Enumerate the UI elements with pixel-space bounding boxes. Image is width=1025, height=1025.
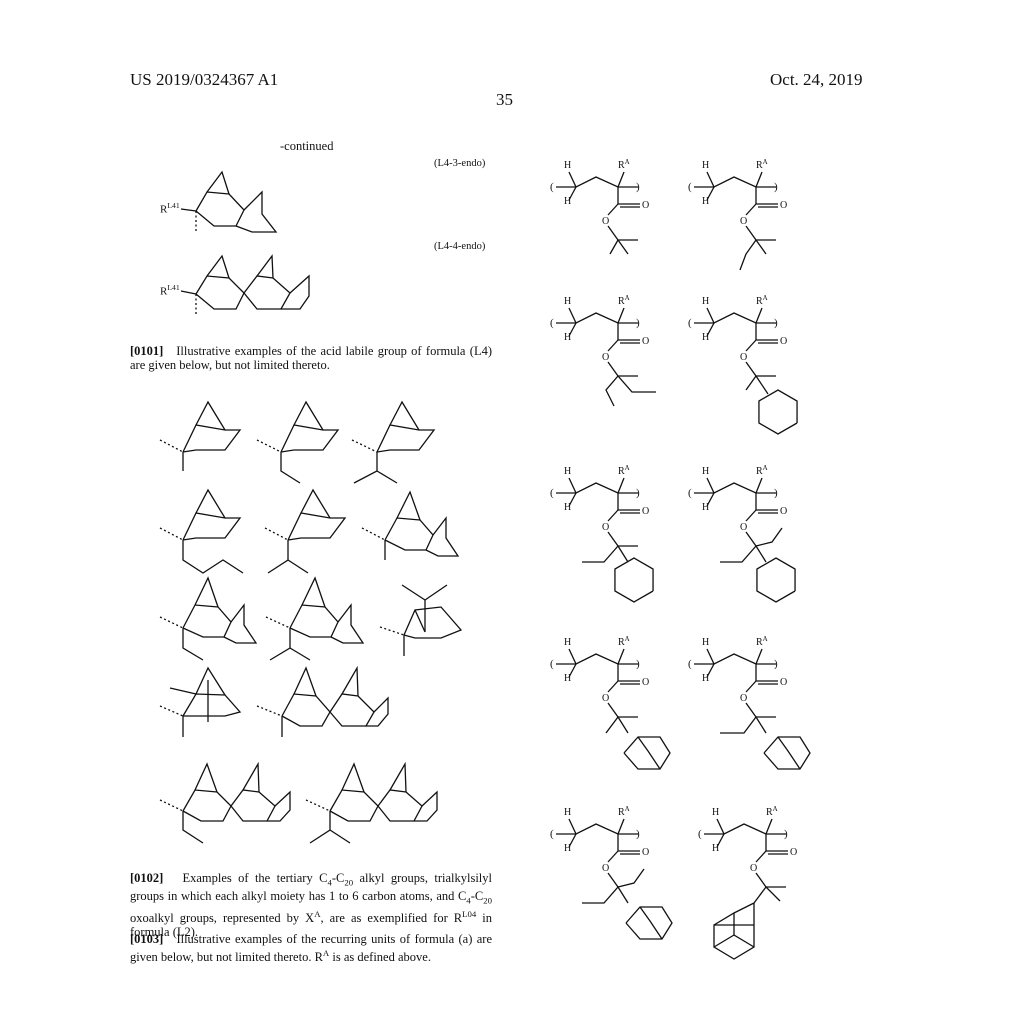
formula-label-l4-3-endo: (L4-3-endo) [434,158,486,169]
svg-text:H: H [702,502,709,513]
svg-text:O: O [780,336,787,347]
svg-text:H: H [702,673,709,684]
svg-text:O: O [780,200,787,211]
svg-text:H: H [564,196,571,207]
svg-text:(: ( [698,828,702,840]
svg-text:(: ( [688,181,692,193]
paragraph-0103: [0103] Illustrative examples of the recu… [130,932,493,964]
svg-text:H: H [702,332,709,343]
l4-example-5 [264,488,347,574]
svg-text:H: H [702,296,709,307]
svg-text:O: O [602,522,609,533]
svg-text:O: O [642,336,649,347]
patent-number: US 2019/0324367 A1 [130,70,279,89]
l4-example-11 [256,665,389,737]
svg-text:O: O [642,677,649,688]
l4-example-12 [159,761,291,844]
svg-text:O: O [602,693,609,704]
svg-text:H: H [702,160,709,171]
svg-text:RA: RA [756,294,768,307]
svg-text:RA: RA [618,294,630,307]
svg-text:(: ( [550,181,554,193]
l4-example-10 [159,666,242,737]
l4-example-13 [305,761,438,844]
svg-text:O: O [602,352,609,363]
svg-text:O: O [740,693,747,704]
svg-text:H: H [564,637,571,648]
svg-text:(: ( [688,658,692,670]
svg-text:O: O [750,863,757,874]
svg-text:O: O [780,506,787,517]
l4-example-6 [361,490,460,560]
svg-text:H: H [564,332,571,343]
svg-text:(: ( [688,487,692,499]
paragraph-0101: [0101] Illustrative examples of the acid… [130,344,492,372]
continued-label: -continued [280,139,334,153]
formula-label-l4-4-endo: (L4-4-endo) [434,241,486,252]
page-number: 35 [496,90,513,109]
l4-example-structures [159,400,463,844]
svg-text:RA: RA [618,158,630,171]
svg-text:H: H [564,673,571,684]
svg-text:O: O [642,506,649,517]
svg-text:RA: RA [756,635,768,648]
svg-text:H: H [702,466,709,477]
svg-text:(: ( [550,487,554,499]
svg-text:H: H [564,160,571,171]
svg-text:RA: RA [766,805,778,818]
l4-example-3 [351,400,436,484]
svg-text:RA: RA [618,635,630,648]
svg-text:O: O [602,216,609,227]
l4-example-7 [159,576,258,661]
structure-l4-3-endo [180,170,278,233]
substituent-label-2: RL41 [160,283,180,298]
l4-example-9 [379,584,463,656]
l4-example-8 [265,576,365,661]
svg-text:O: O [602,863,609,874]
l4-example-2 [256,400,340,484]
svg-text:H: H [712,807,719,818]
svg-text:O: O [740,352,747,363]
svg-text:H: H [564,807,571,818]
svg-text:RA: RA [618,464,630,477]
structure-l4-4-endo [180,254,310,316]
l4-example-4 [159,488,244,574]
svg-text:O: O [642,200,649,211]
svg-text:(: ( [550,658,554,670]
svg-text:(: ( [550,828,554,840]
l4-example-1 [159,400,242,471]
publication-date: Oct. 24, 2019 [770,70,863,89]
svg-text:H: H [564,466,571,477]
svg-text:O: O [780,677,787,688]
paragraph-0102: [0102] Examples of the tertiary C4-C20 a… [130,871,492,939]
svg-text:H: H [564,502,571,513]
substituent-label-1: RL41 [160,201,180,216]
svg-text:H: H [564,296,571,307]
svg-text:H: H [712,843,719,854]
svg-text:(: ( [550,317,554,329]
svg-text:H: H [702,637,709,648]
svg-text:O: O [790,847,797,858]
svg-text:RA: RA [618,805,630,818]
svg-text:RA: RA [756,158,768,171]
svg-text:H: H [702,196,709,207]
svg-text:O: O [740,216,747,227]
svg-text:(: ( [688,317,692,329]
svg-text:O: O [740,522,747,533]
svg-text:RA: RA [756,464,768,477]
svg-text:O: O [642,847,649,858]
svg-text:H: H [564,843,571,854]
